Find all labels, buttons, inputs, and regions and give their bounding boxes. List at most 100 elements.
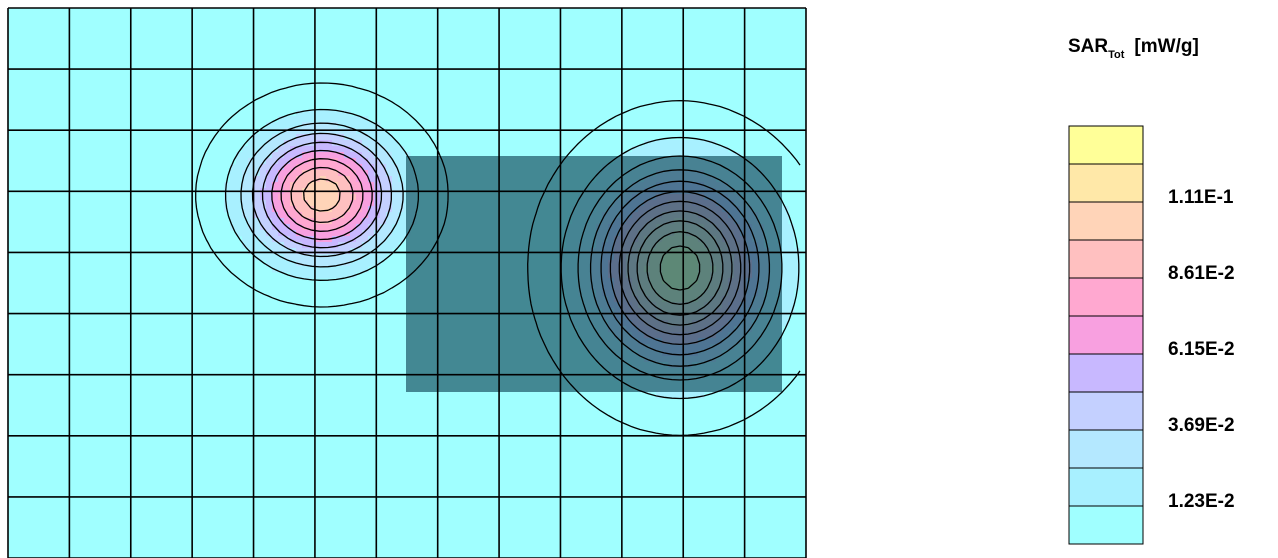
contour-cell bbox=[344, 194, 351, 201]
contour-cell bbox=[788, 266, 795, 273]
contour-cell bbox=[368, 146, 375, 153]
contour-cell bbox=[296, 110, 303, 117]
contour-cell bbox=[296, 164, 303, 171]
colorbar-tick-label: 6.15E-2 bbox=[1168, 339, 1235, 360]
contour-cell bbox=[362, 236, 369, 243]
contour-cell bbox=[362, 194, 369, 201]
contour-cell bbox=[356, 152, 363, 159]
contour-cell bbox=[296, 140, 303, 147]
contour-cell bbox=[254, 152, 261, 159]
contour-cell bbox=[398, 152, 405, 159]
contour-cell bbox=[290, 122, 297, 129]
contour-cell bbox=[296, 176, 303, 183]
contour-cell bbox=[254, 206, 261, 213]
contour-cell bbox=[698, 146, 705, 153]
contour-cell bbox=[266, 212, 273, 219]
contour-cell bbox=[374, 158, 381, 165]
contour-cell bbox=[266, 170, 273, 177]
contour-cell bbox=[290, 140, 297, 147]
contour-cell bbox=[236, 200, 243, 207]
contour-cell bbox=[272, 242, 279, 249]
contour-cell bbox=[242, 164, 249, 171]
colorbar-tick-label: 1.23E-2 bbox=[1168, 491, 1235, 512]
contour-cell bbox=[302, 164, 309, 171]
contour-cell bbox=[326, 260, 333, 267]
contour-cell bbox=[320, 158, 327, 165]
contour-cell bbox=[788, 284, 795, 291]
contour-cell bbox=[350, 170, 357, 177]
contour-cell bbox=[392, 140, 399, 147]
contour-cell bbox=[662, 146, 669, 153]
contour-cell bbox=[242, 176, 249, 183]
contour-cell bbox=[236, 158, 243, 165]
contour-cell bbox=[392, 194, 399, 201]
contour-cell bbox=[326, 158, 333, 165]
colorbar-tick-label: 8.61E-2 bbox=[1168, 263, 1235, 284]
contour-cell bbox=[254, 230, 261, 237]
contour-cell bbox=[308, 122, 315, 129]
contour-cell bbox=[392, 206, 399, 213]
contour-cell bbox=[278, 236, 285, 243]
contour-cell bbox=[692, 392, 699, 399]
contour-cell bbox=[242, 236, 249, 243]
contour-cell bbox=[308, 176, 315, 183]
contour-cell bbox=[290, 260, 297, 267]
contour-cell bbox=[338, 212, 345, 219]
contour-cell bbox=[662, 152, 669, 159]
contour-cell bbox=[254, 146, 261, 153]
contour-cell bbox=[380, 158, 387, 165]
contour-cell bbox=[332, 134, 339, 141]
contour-cell bbox=[272, 194, 279, 201]
contour-cell bbox=[338, 266, 345, 273]
contour-cell bbox=[386, 146, 393, 153]
contour-cell bbox=[374, 134, 381, 141]
contour-cell bbox=[230, 194, 237, 201]
legend-subscript: Tot bbox=[1108, 49, 1125, 61]
contour-cell bbox=[380, 146, 387, 153]
contour-cell bbox=[788, 242, 795, 249]
contour-cell bbox=[290, 224, 297, 231]
contour-cell bbox=[248, 140, 255, 147]
contour-cell bbox=[782, 278, 789, 285]
contour-cell bbox=[236, 224, 243, 231]
contour-cell bbox=[398, 224, 405, 231]
contour-cell bbox=[788, 248, 795, 255]
contour-cell bbox=[284, 170, 291, 177]
contour-cell bbox=[272, 134, 279, 141]
contour-cell bbox=[260, 140, 267, 147]
contour-cell bbox=[284, 260, 291, 267]
contour-cell bbox=[278, 176, 285, 183]
contour-cell bbox=[368, 206, 375, 213]
contour-cell bbox=[266, 200, 273, 207]
contour-cell bbox=[374, 206, 381, 213]
contour-cell bbox=[314, 200, 321, 207]
contour-cell bbox=[284, 140, 291, 147]
contour-cell bbox=[344, 236, 351, 243]
contour-cell bbox=[710, 146, 717, 153]
contour-cell bbox=[230, 200, 237, 207]
contour-cell bbox=[302, 248, 309, 255]
contour-cell bbox=[362, 254, 369, 261]
contour-cell bbox=[392, 242, 399, 249]
contour-cell bbox=[692, 146, 699, 153]
contour-cell bbox=[290, 134, 297, 141]
contour-line bbox=[240, 122, 783, 381]
contour-cell bbox=[362, 224, 369, 231]
contour-cell bbox=[344, 224, 351, 231]
contour-cell bbox=[224, 200, 231, 207]
contour-cell bbox=[782, 320, 789, 327]
colorbar-band bbox=[1068, 429, 1144, 469]
contour-cell bbox=[380, 200, 387, 207]
contour-cell bbox=[266, 134, 273, 141]
contour-line bbox=[303, 178, 724, 316]
contour-cell bbox=[782, 272, 789, 279]
contour-cell bbox=[392, 170, 399, 177]
contour-cell bbox=[326, 176, 333, 183]
contour-cell bbox=[368, 254, 375, 261]
colorbar-band bbox=[1068, 353, 1144, 393]
contour-cell bbox=[320, 248, 327, 255]
contour-cell bbox=[338, 116, 345, 123]
contour-cell bbox=[302, 134, 309, 141]
colorbar-band bbox=[1068, 201, 1144, 241]
contour-cell bbox=[314, 194, 321, 201]
